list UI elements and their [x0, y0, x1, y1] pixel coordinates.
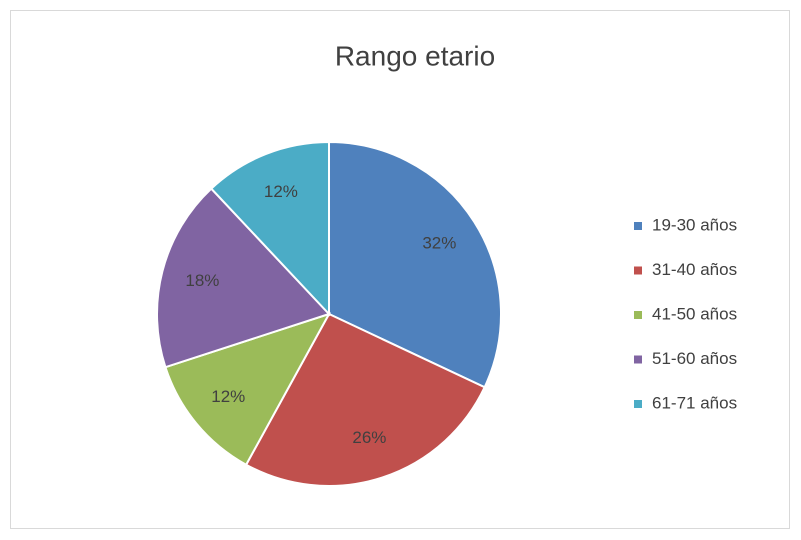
legend-swatch — [634, 222, 642, 230]
legend-label: 31-40 años — [652, 260, 737, 279]
data-label: 12% — [264, 182, 298, 201]
data-label: 26% — [352, 428, 386, 447]
data-label: 18% — [185, 271, 219, 290]
chart-title: Rango etario — [335, 40, 495, 71]
pie-slice — [328, 140, 502, 389]
data-label: 12% — [211, 387, 245, 406]
pie-slice — [164, 312, 332, 467]
data-label: 32% — [422, 233, 456, 252]
legend-label: 51-60 años — [652, 349, 737, 368]
legend-label: 19-30 años — [652, 215, 737, 234]
legend-label: 41-50 años — [652, 304, 737, 323]
legend-label: 61-71 años — [652, 393, 737, 412]
legend-swatch — [634, 355, 642, 364]
legend-swatch — [634, 311, 642, 319]
legend-swatch — [634, 400, 642, 408]
legend-swatch — [634, 266, 642, 275]
pie-slice — [156, 187, 331, 369]
pie-slice — [209, 140, 330, 317]
